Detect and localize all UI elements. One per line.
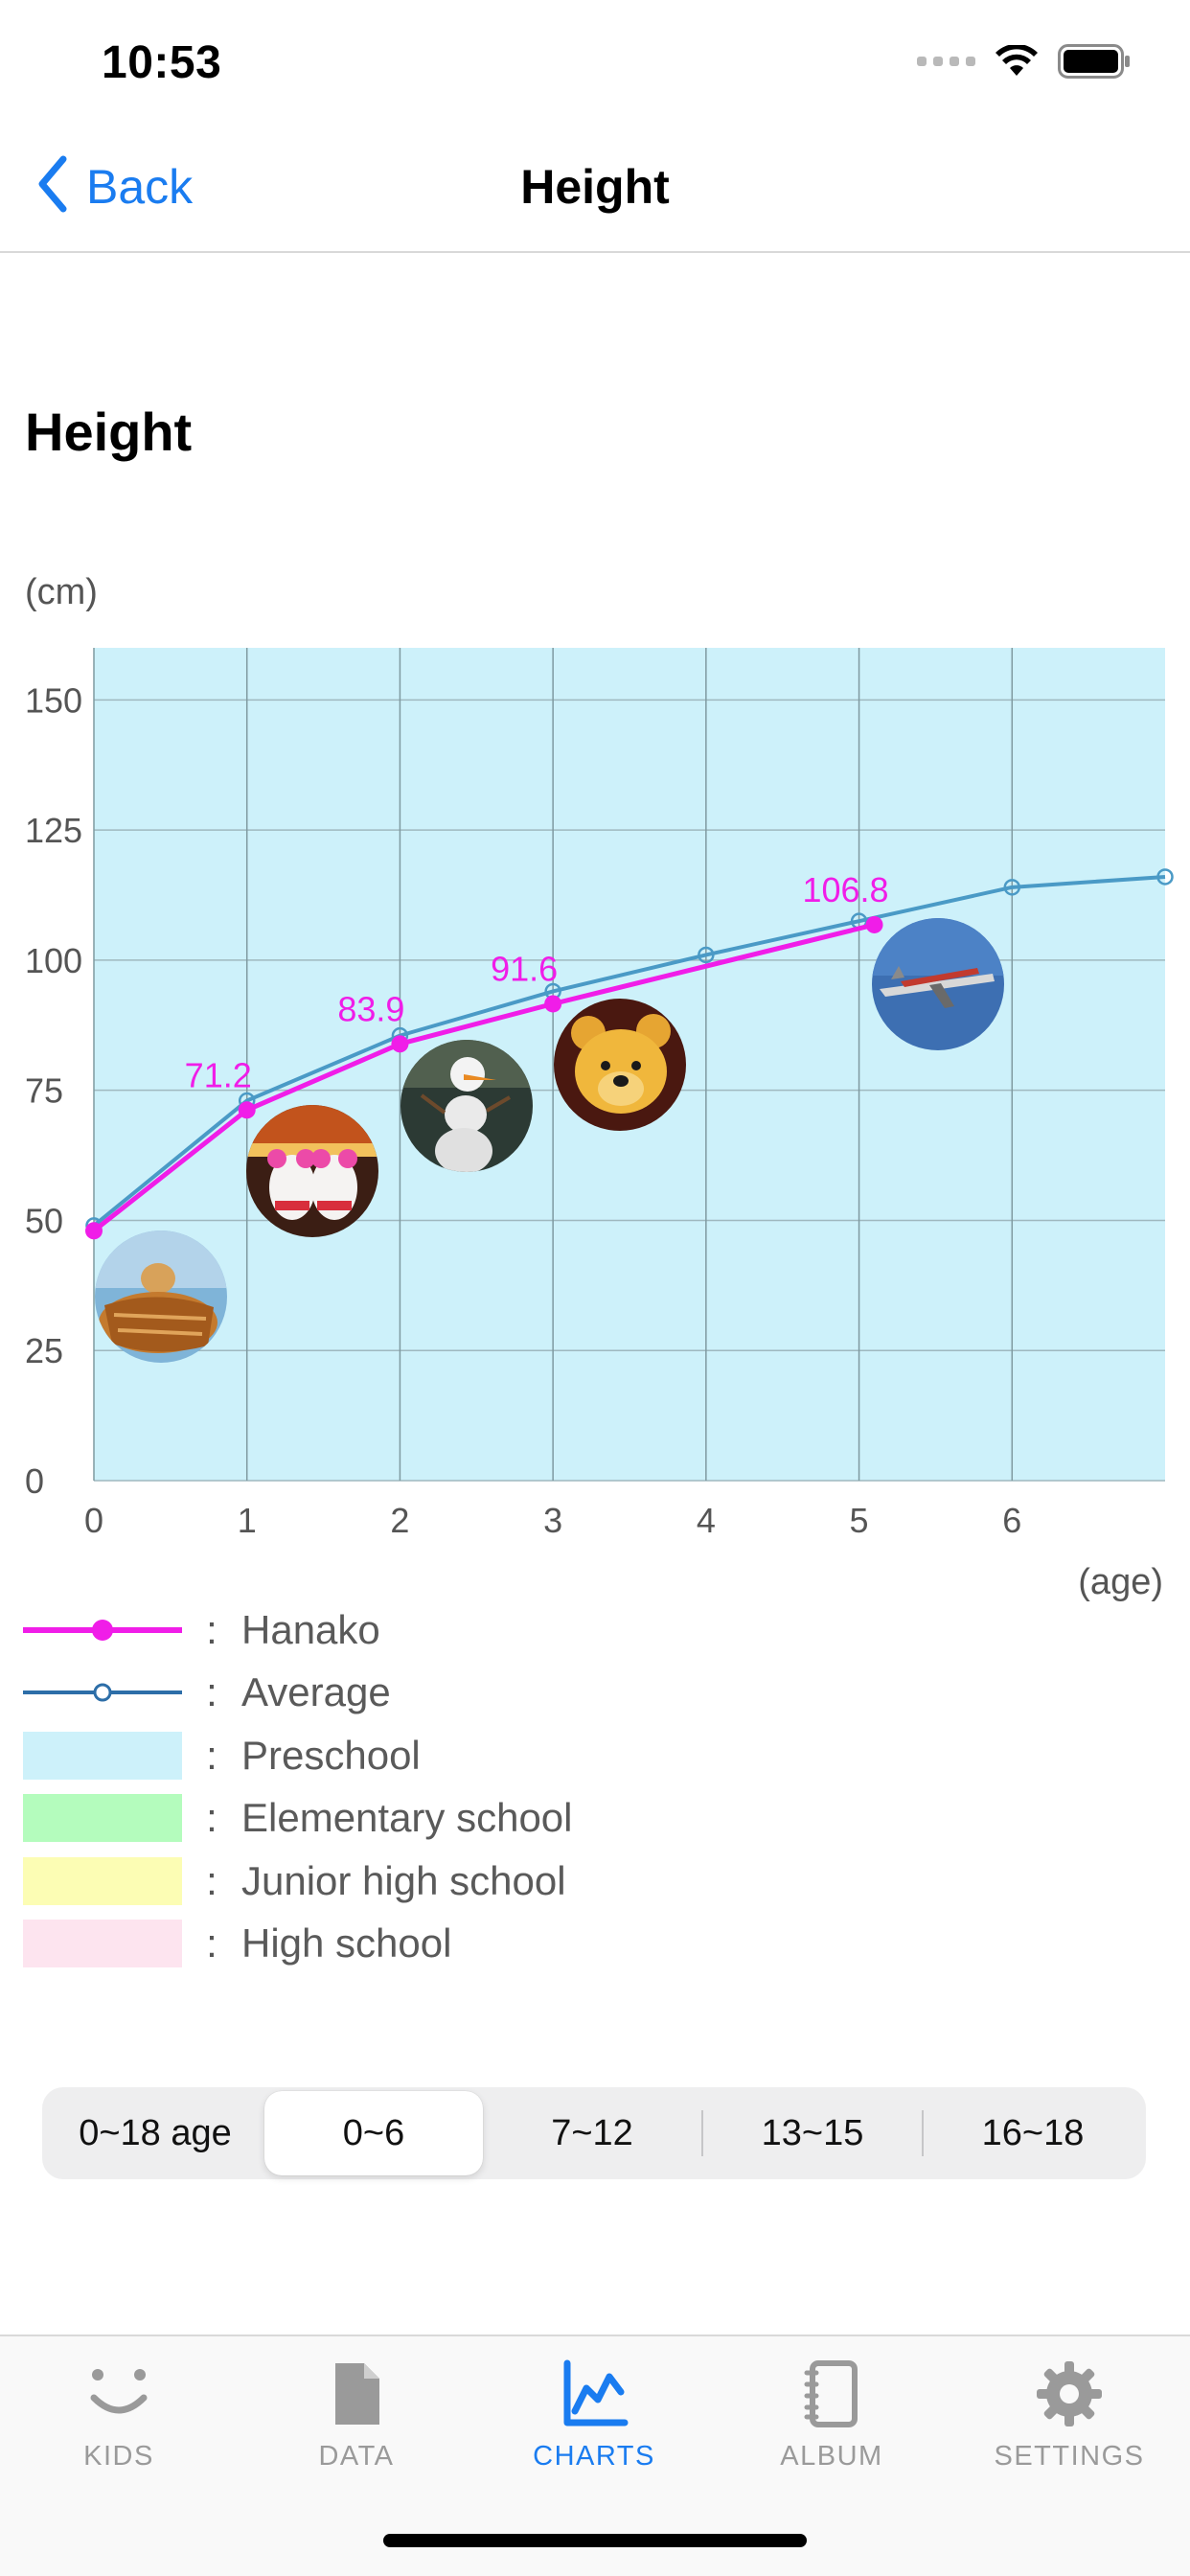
age-range-selector: 0~18 age 0~6 7~12 13~15 16~18 [42,2087,1146,2179]
photo-marker-pooh[interactable] [554,999,686,1131]
x-tick-label: 1 [238,1501,257,1540]
navigation-bar: Back Height [0,126,1190,253]
status-time: 10:53 [102,37,222,88]
chart-icon [560,2359,629,2433]
y-tick-label: 100 [25,941,82,980]
range-option-16-18[interactable]: 16~18 [981,2112,1085,2153]
tab-charts[interactable]: CHARTS [475,2359,713,2472]
data-label-hanako: 71.2 [185,1055,252,1094]
status-icons [917,44,1131,79]
tab-data[interactable]: DATA [238,2359,475,2472]
chart-heading: Height [25,402,193,462]
data-label-hanako: 83.9 [337,989,404,1028]
x-tick-label: 4 [697,1501,716,1540]
legend-swatch-average [23,1668,182,1716]
legend-label: Elementary school [241,1795,573,1841]
legend-swatch-high-school [23,1920,182,1968]
battery-icon [1058,44,1131,79]
document-icon [322,2359,391,2433]
x-tick-label: 6 [1002,1501,1021,1540]
tab-kids[interactable]: KIDS [0,2359,238,2472]
legend-label: Junior high school [241,1857,566,1903]
legend-label: Average [241,1669,391,1715]
tab-label: DATA [318,2441,395,2472]
data-label-hanako: 106.8 [802,870,888,909]
tab-settings[interactable]: SETTINGS [950,2359,1188,2472]
status-bar: 10:53 [0,0,1190,126]
height-chart: 0 25 50 75 100 125 150 0 1 2 3 4 5 6 (cm) (age) 71.2 83.9… [0,565,1190,1610]
y-tick-label: 125 [25,811,82,850]
y-tick-label: 0 [25,1461,44,1501]
back-label: Back [86,159,194,214]
wifi-icon [995,45,1039,78]
legend-swatch-hanako [23,1606,182,1654]
chart-legend: : Hanako : Average : Preschool : Element… [23,1598,885,1975]
y-tick-label: 75 [25,1071,63,1111]
legend-item-junior-high: : Junior high school [23,1850,885,1913]
legend-swatch-elementary [23,1794,182,1843]
range-option-7-12[interactable]: 7~12 [551,2112,633,2153]
photo-marker-olaf[interactable] [400,1040,533,1172]
legend-swatch-junior-high [23,1856,182,1905]
legend-swatch-preschool [23,1731,182,1780]
y-tick-label: 25 [25,1331,63,1370]
legend-item-high-school: : High school [23,1913,885,1976]
segment-divider [701,2110,703,2156]
legend-item-elementary: : Elementary school [23,1787,885,1851]
legend-item-preschool: : Preschool [23,1724,885,1787]
photo-marker-mickey[interactable] [246,1105,378,1237]
legend-label: Preschool [241,1732,421,1778]
y-tick-label: 150 [25,680,82,720]
gear-icon [1035,2359,1104,2433]
legend-item-average: : Average [23,1662,885,1725]
range-option-0-6[interactable]: 0~6 [264,2091,483,2175]
data-point-average [1156,868,1174,886]
series-line-average [92,874,1166,1228]
range-option-0-18[interactable]: 0~18 age [79,2112,232,2153]
y-axis-unit-label: (cm) [25,572,98,612]
photo-marker-basket[interactable] [95,1230,227,1363]
segment-divider [922,2110,924,2156]
home-indicator [383,2534,807,2547]
x-tick-label: 2 [390,1501,409,1540]
data-point-average [1003,879,1021,896]
cellular-signal-icon [917,57,975,66]
legend-label: Hanako [241,1606,380,1652]
data-point-average [698,946,715,964]
chevron-left-icon [36,155,69,218]
range-option-13-15[interactable]: 13~15 [761,2112,864,2153]
x-tick-label: 3 [543,1501,562,1540]
x-tick-label: 5 [850,1501,869,1540]
x-tick-label: 0 [84,1501,103,1540]
tab-label: KIDS [83,2441,154,2472]
y-tick-label: 50 [25,1201,63,1240]
tab-album[interactable]: ALBUM [713,2359,950,2472]
tab-label: CHARTS [533,2441,655,2472]
back-button[interactable]: Back [36,155,193,218]
page-title: Height [520,160,670,214]
legend-label: High school [241,1920,452,1966]
photo-marker-airplane[interactable] [872,918,1004,1050]
data-label-hanako: 91.6 [491,949,558,988]
x-axis-unit-label: (age) [1078,1562,1163,1602]
smile-face-icon [84,2359,153,2433]
tab-label: SETTINGS [994,2441,1145,2472]
tab-label: ALBUM [780,2441,883,2472]
album-icon [797,2359,866,2433]
legend-item-hanako: : Hanako [23,1598,885,1662]
